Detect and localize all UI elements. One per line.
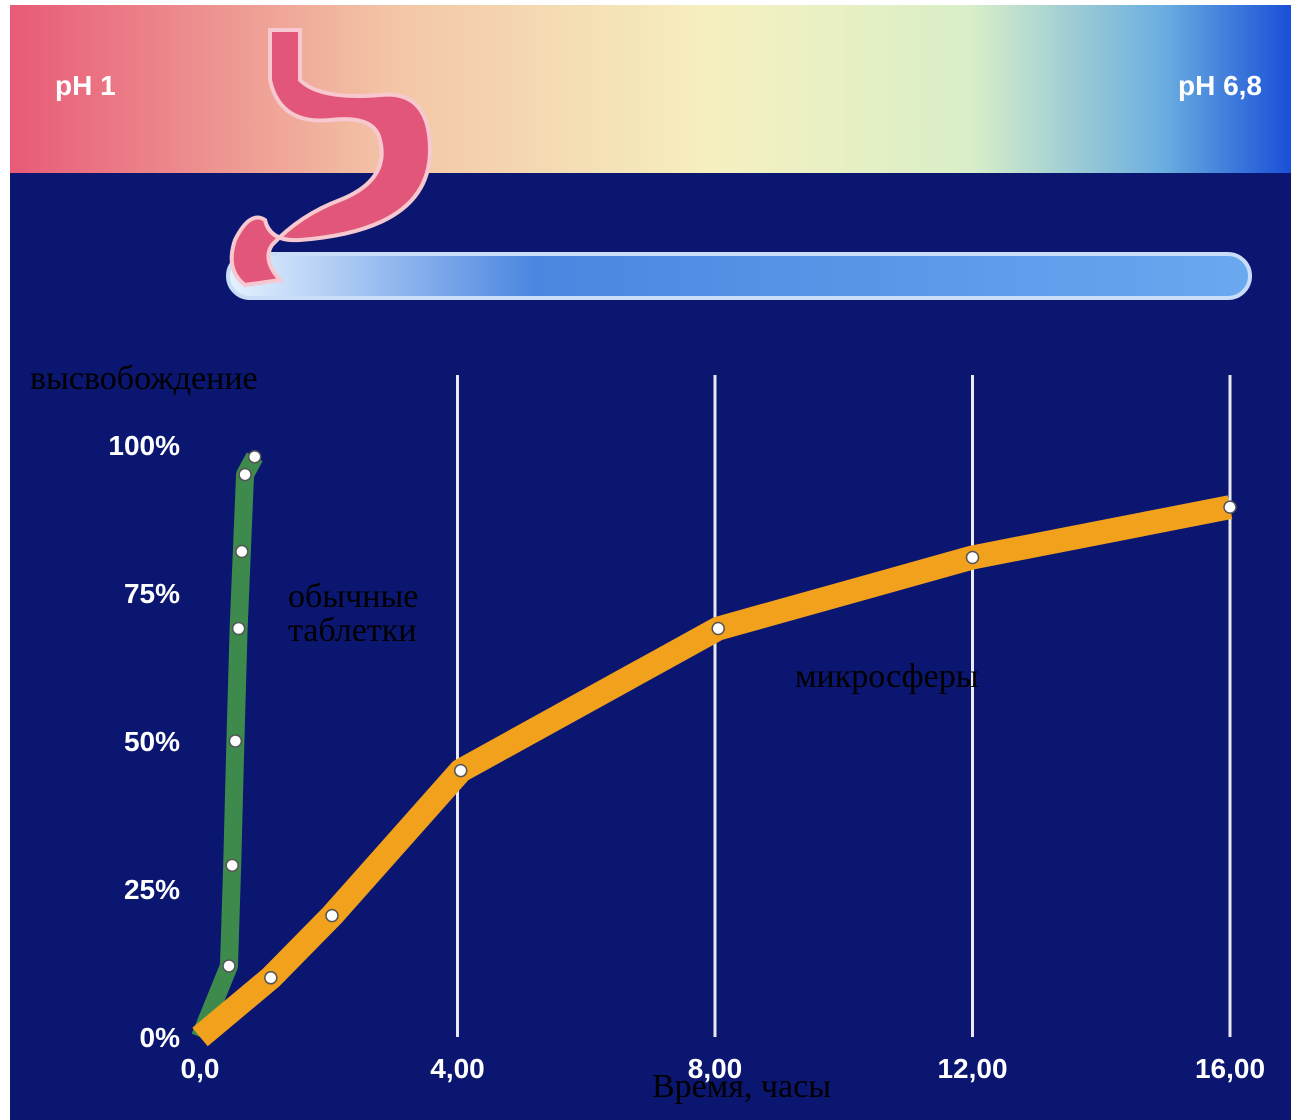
y-axis-label: высвобождение <box>30 362 258 396</box>
y-tick-label: 75% <box>124 578 180 609</box>
y-tick-label: 0% <box>140 1022 181 1053</box>
ph-band <box>10 5 1291 173</box>
y-tick-label: 100% <box>108 430 180 461</box>
data-point <box>233 623 245 635</box>
data-point <box>239 469 251 481</box>
data-point <box>236 546 248 558</box>
x-tick-label: 16,00 <box>1195 1053 1265 1084</box>
data-point <box>1224 501 1236 513</box>
ph-label: pH 6,8 <box>1178 70 1262 101</box>
intestine <box>228 254 1250 298</box>
data-point <box>967 551 979 563</box>
data-point <box>249 451 261 463</box>
data-point <box>226 859 238 871</box>
ph-label: pH 1 <box>55 70 116 101</box>
data-point <box>455 765 467 777</box>
data-point <box>265 972 277 984</box>
data-point <box>326 910 338 922</box>
x-axis-label: Время, часы <box>652 1070 831 1104</box>
chart: pH 1 pH 6,8 0,04,008,0012,0016,000%25%50… <box>0 0 1291 1120</box>
x-tick-label: 4,00 <box>430 1053 485 1084</box>
x-tick-label: 0,0 <box>181 1053 220 1084</box>
series-label: микросферы <box>795 660 979 694</box>
data-point <box>712 623 724 635</box>
series-label: обычные таблетки <box>288 580 448 648</box>
data-point <box>229 735 241 747</box>
page: pH 1 pH 6,8 0,04,008,0012,0016,000%25%50… <box>0 0 1291 1120</box>
data-point <box>223 960 235 972</box>
y-tick-label: 25% <box>124 874 180 905</box>
x-tick-label: 12,00 <box>937 1053 1007 1084</box>
y-tick-label: 50% <box>124 726 180 757</box>
